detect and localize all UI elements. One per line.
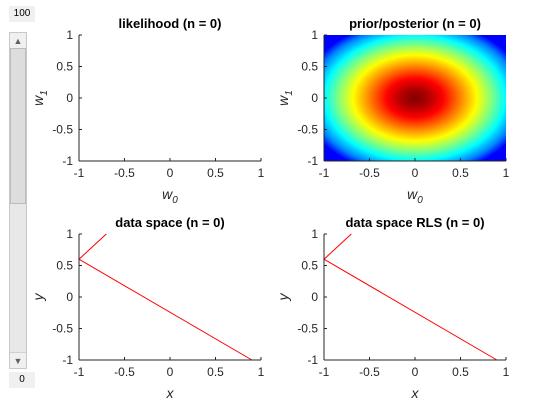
y-axis-label: y xyxy=(275,293,291,302)
x-tick-label: -1 xyxy=(74,365,85,379)
sample-line-1 xyxy=(78,258,253,361)
slider-min-label: 0 xyxy=(9,372,35,388)
x-axis-label: w0 xyxy=(162,186,178,206)
y-tick-label: 1 xyxy=(66,28,73,42)
x-tick-label: -1 xyxy=(74,166,85,180)
sample-line-0 xyxy=(78,233,107,260)
y-tick-label: 0.5 xyxy=(56,259,73,273)
data-space-plot: -1 -0.5 0 0.5 1 1 0.5 0 -0.5 -1 data space (n = 0)… xyxy=(30,215,265,401)
y-tick-label: -0.5 xyxy=(52,123,73,137)
y-tick-label: 0.5 xyxy=(56,60,73,74)
x-tick-label: 0.5 xyxy=(207,166,224,180)
chart-title: data space RLS (n = 0) xyxy=(345,215,484,230)
y-tick-label: -0.5 xyxy=(297,322,318,336)
y-axis-label-subscript: 1 xyxy=(284,90,295,96)
x-tick-label: -0.5 xyxy=(114,166,135,180)
y-tick-label: 1 xyxy=(311,227,318,241)
x-tick-label: 0 xyxy=(167,365,174,379)
plot-area xyxy=(324,234,506,360)
y-tick-label: -1 xyxy=(307,353,318,367)
x-tick-label: 0 xyxy=(412,365,419,379)
chart-title: likelihood (n = 0) xyxy=(119,16,222,31)
sample-line-0 xyxy=(323,233,352,260)
posterior-density xyxy=(324,35,506,161)
y-axis-label: w1 xyxy=(30,90,50,106)
y-axis-label: w1 xyxy=(275,90,295,106)
x-tick-label: 1 xyxy=(503,166,510,180)
x-tick-label: 0.5 xyxy=(452,166,469,180)
y-tick-label: -0.5 xyxy=(297,123,318,137)
sample-line-1 xyxy=(323,258,498,361)
chart-title: data space (n = 0) xyxy=(115,215,224,230)
x-tick-label: -1 xyxy=(319,365,330,379)
likelihood-plot: -1 -0.5 0 0.5 1 1 0.5 0 -0.5 -1 likelihood (n = 0)… xyxy=(30,16,265,206)
y-tick-label: -1 xyxy=(62,154,73,168)
x-tick-label: -0.5 xyxy=(359,166,380,180)
x-tick-label: 1 xyxy=(258,166,265,180)
y-tick-label: 1 xyxy=(311,28,318,42)
data-space-rls-plot: -1 -0.5 0 0.5 1 1 0.5 0 -0.5 -1 data space RLS (n … xyxy=(275,215,510,401)
y-axis-label: y xyxy=(30,293,46,302)
y-tick-label: 0 xyxy=(66,91,73,105)
plot-area xyxy=(79,35,261,161)
y-tick-label: -0.5 xyxy=(52,322,73,336)
n-samples-slider[interactable]: ▲ ▼ xyxy=(9,32,27,369)
x-axis-label: x xyxy=(166,385,175,401)
y-tick-label: 0.5 xyxy=(301,259,318,273)
x-tick-label: -0.5 xyxy=(114,365,135,379)
slider-max-label: 100 xyxy=(9,6,35,22)
y-tick-label: 0 xyxy=(66,290,73,304)
y-tick-label: -1 xyxy=(62,353,73,367)
x-axis-label: x xyxy=(411,385,420,401)
x-tick-label: 0.5 xyxy=(207,365,224,379)
x-tick-label: 0 xyxy=(167,166,174,180)
x-tick-label: 0 xyxy=(412,166,419,180)
x-axis-label-subscript: 0 xyxy=(417,195,423,206)
prior-posterior-plot: -1 -0.5 0 0.5 1 1 0.5 0 -0.5 -1 prior/posterior (n… xyxy=(275,16,510,206)
chart-title: prior/posterior (n = 0) xyxy=(349,16,481,31)
x-axis-label-subscript: 0 xyxy=(172,195,178,206)
x-tick-label: 0.5 xyxy=(452,365,469,379)
x-tick-label: 1 xyxy=(503,365,510,379)
y-tick-label: -1 xyxy=(307,154,318,168)
x-tick-label: -0.5 xyxy=(359,365,380,379)
slider-thumb[interactable] xyxy=(10,48,26,204)
y-tick-label: 0 xyxy=(311,290,318,304)
y-tick-label: 1 xyxy=(66,227,73,241)
slider-down-arrow-icon[interactable]: ▼ xyxy=(10,352,26,368)
y-tick-label: 0.5 xyxy=(301,60,318,74)
plot-area xyxy=(79,234,261,360)
x-axis-label: w0 xyxy=(407,186,423,206)
y-tick-label: 0 xyxy=(311,91,318,105)
x-tick-label: -1 xyxy=(319,166,330,180)
y-axis-label-subscript: 1 xyxy=(39,90,50,96)
x-tick-label: 1 xyxy=(258,365,265,379)
